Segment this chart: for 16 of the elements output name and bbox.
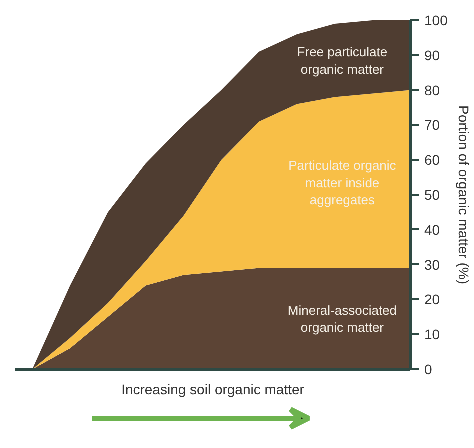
y-tick-label: 90 — [424, 47, 440, 64]
series-label: Particulate organic matter inside aggregates — [288, 158, 397, 208]
y-tick-label: 100 — [424, 12, 448, 28]
y-tick-label: 10 — [424, 326, 440, 343]
series-label: Free particulate organic matter — [297, 44, 388, 77]
x-axis-title: Increasing soil organic matter — [122, 382, 305, 398]
y-tick-label: 20 — [424, 292, 440, 308]
y-tick-label: 0 — [424, 362, 432, 378]
y-tick-label: 60 — [424, 152, 440, 168]
series-label: Mineral-associated organic matter — [288, 302, 398, 336]
y-tick-label: 50 — [424, 187, 440, 203]
y-tick-label: 30 — [424, 256, 440, 273]
y-tick-label: 40 — [424, 222, 440, 238]
y-axis-title: Portion of organic matter (%) — [456, 106, 472, 284]
y-tick-label: 70 — [424, 117, 440, 134]
y-tick-label: 80 — [424, 82, 440, 98]
